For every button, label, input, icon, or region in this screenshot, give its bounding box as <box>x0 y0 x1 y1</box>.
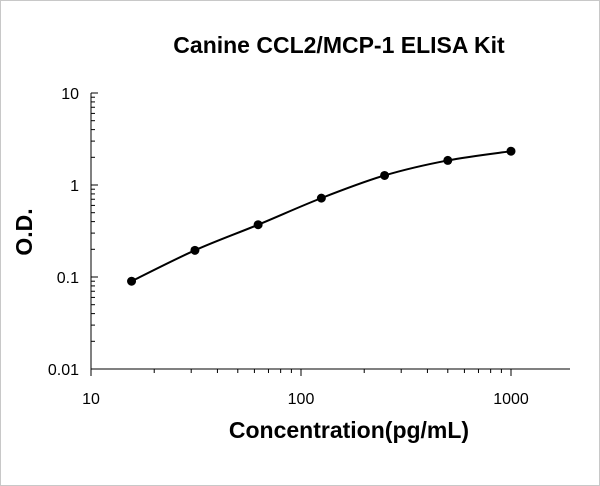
data-point <box>506 146 516 156</box>
data-point <box>443 155 453 165</box>
x-tick-label: 10 <box>82 391 100 408</box>
data-point <box>253 220 263 230</box>
y-tick-label: 0.1 <box>57 270 79 287</box>
data-point <box>190 245 200 255</box>
x-axis-title: Concentration(pg/mL) <box>229 417 469 443</box>
y-tick-label: 1 <box>70 178 79 195</box>
chart-title: Canine CCL2/MCP-1 ELISA Kit <box>173 32 505 58</box>
y-tick-label: 10 <box>61 86 79 103</box>
y-tick-label: 0.01 <box>48 362 79 379</box>
x-tick-label: 100 <box>288 391 315 408</box>
data-point <box>127 276 137 286</box>
x-tick-label: 1000 <box>493 391 529 408</box>
y-axis-title: O.D. <box>11 208 37 255</box>
data-point <box>316 193 326 203</box>
fit-curve <box>131 150 512 283</box>
data-point <box>380 170 390 180</box>
